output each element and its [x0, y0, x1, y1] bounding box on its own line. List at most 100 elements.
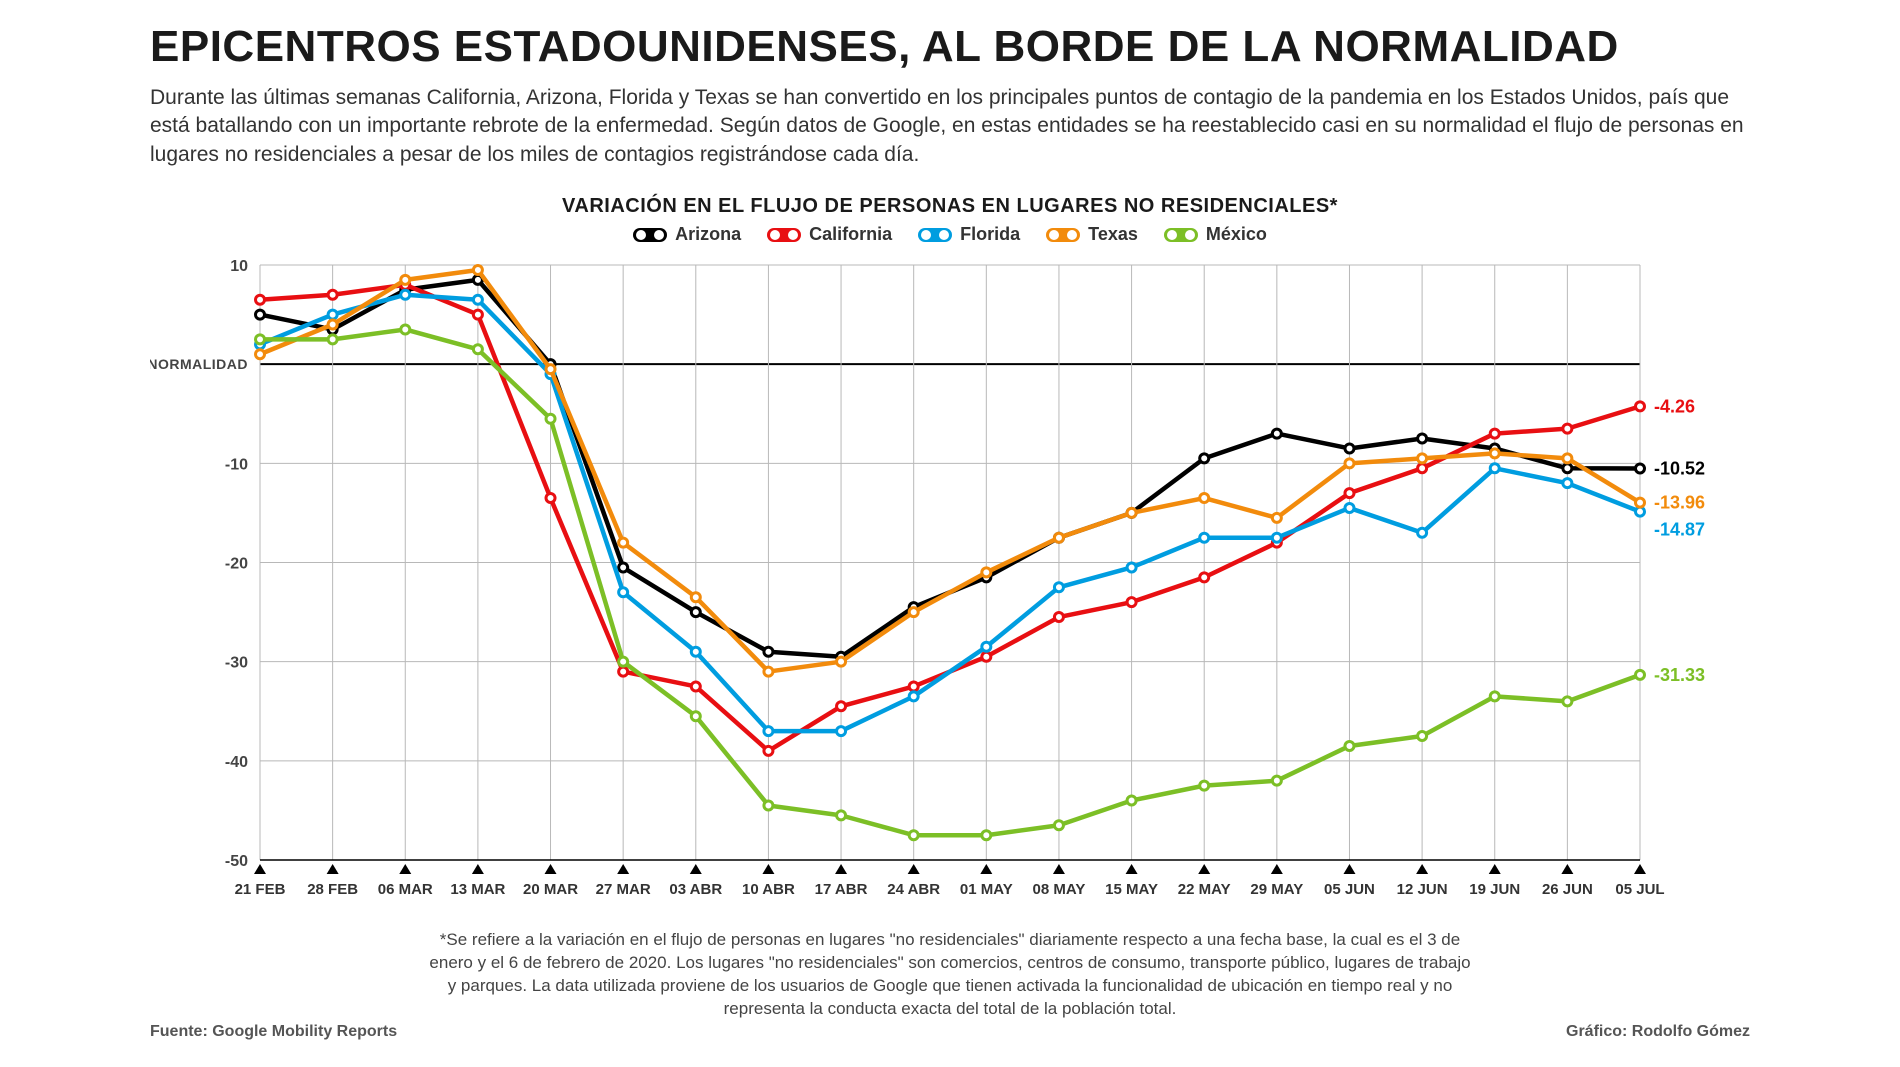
series-marker	[909, 692, 918, 701]
intro-paragraph: Durante las últimas semanas California, …	[150, 84, 1750, 169]
y-tick-label: -30	[225, 655, 248, 672]
legend-label: Arizona	[675, 224, 741, 245]
x-tick-label: 08 MAY	[1033, 881, 1086, 898]
chart-title: VARIACIÓN EN EL FLUJO DE PERSONAS EN LUG…	[150, 195, 1750, 218]
series-marker	[256, 310, 265, 319]
y-tick-label: -50	[225, 853, 248, 870]
series-marker	[256, 335, 265, 344]
series-marker	[691, 593, 700, 602]
series-marker	[1490, 464, 1499, 473]
chart-area: -50-40-30-20-10NORMALIDAD1021 FEB28 FEB0…	[150, 255, 1750, 915]
series-marker	[691, 647, 700, 656]
legend-label: Texas	[1088, 224, 1138, 245]
series-marker	[1272, 776, 1281, 785]
series-marker	[473, 345, 482, 354]
series-marker	[837, 702, 846, 711]
series-marker	[764, 727, 773, 736]
series-marker	[1200, 533, 1209, 542]
series-marker	[1200, 454, 1209, 463]
series-marker	[1563, 454, 1572, 463]
page-title: EPICENTROS ESTADOUNIDENSES, AL BORDE DE …	[150, 22, 1750, 72]
legend-swatch-icon	[918, 228, 952, 242]
x-tick-label: 15 MAY	[1105, 881, 1158, 898]
series-marker	[1127, 508, 1136, 517]
legend-swatch-icon	[1164, 228, 1198, 242]
series-marker	[401, 290, 410, 299]
series-marker	[764, 667, 773, 676]
y-tick-label: -40	[225, 754, 248, 771]
series-marker	[1054, 613, 1063, 622]
x-tick-label: 26 JUN	[1542, 881, 1593, 898]
x-tick-label: 28 FEB	[307, 881, 358, 898]
series-marker	[1490, 692, 1499, 701]
series-marker	[1272, 533, 1281, 542]
x-tick-label: 10 ABR	[742, 881, 795, 898]
series-marker	[1200, 781, 1209, 790]
x-tick-marker-icon	[980, 864, 992, 874]
x-tick-label: 17 ABR	[815, 881, 868, 898]
series-marker	[1490, 449, 1499, 458]
series-marker	[1563, 464, 1572, 473]
series-marker	[1345, 444, 1354, 453]
x-tick-marker-icon	[1126, 864, 1138, 874]
series-marker	[328, 320, 337, 329]
x-tick-marker-icon	[1053, 864, 1065, 874]
credit-label: Gráfico: Rodolfo Gómez	[1566, 1023, 1750, 1041]
legend-item: Florida	[918, 224, 1020, 245]
series-marker	[1200, 494, 1209, 503]
series-marker	[401, 325, 410, 334]
x-tick-label: 03 ABR	[669, 881, 722, 898]
series-marker	[1345, 489, 1354, 498]
series-marker	[1418, 464, 1427, 473]
series-marker	[764, 801, 773, 810]
series-marker	[1272, 513, 1281, 522]
x-tick-marker-icon	[835, 864, 847, 874]
x-tick-marker-icon	[1561, 864, 1573, 874]
x-tick-marker-icon	[908, 864, 920, 874]
series-marker	[1345, 741, 1354, 750]
series-marker	[256, 295, 265, 304]
series-marker	[546, 494, 555, 503]
series-marker	[619, 588, 628, 597]
legend-item: Arizona	[633, 224, 741, 245]
series-marker	[764, 647, 773, 656]
series-marker	[764, 746, 773, 755]
series-marker	[909, 682, 918, 691]
x-tick-label: 05 JUN	[1324, 881, 1375, 898]
series-marker	[1636, 670, 1645, 679]
series-marker	[909, 831, 918, 840]
legend-item: California	[767, 224, 892, 245]
x-tick-marker-icon	[399, 864, 411, 874]
series-marker	[1563, 697, 1572, 706]
y-tick-label: -10	[225, 456, 248, 473]
page: EPICENTROS ESTADOUNIDENSES, AL BORDE DE …	[0, 0, 1900, 1067]
x-tick-marker-icon	[1489, 864, 1501, 874]
x-tick-label: 12 JUN	[1397, 881, 1448, 898]
x-tick-marker-icon	[1634, 864, 1646, 874]
x-tick-marker-icon	[545, 864, 557, 874]
x-tick-marker-icon	[472, 864, 484, 874]
x-tick-marker-icon	[254, 864, 266, 874]
series-marker	[1054, 583, 1063, 592]
x-tick-label: 06 MAR	[378, 881, 433, 898]
series-marker	[1272, 429, 1281, 438]
series-marker	[401, 275, 410, 284]
series-marker	[473, 310, 482, 319]
series-marker	[328, 335, 337, 344]
x-tick-marker-icon	[1416, 864, 1428, 874]
legend-item: México	[1164, 224, 1267, 245]
series-marker	[1054, 821, 1063, 830]
series-marker	[546, 365, 555, 374]
chart-footnote: *Se refiere a la variación en el flujo d…	[425, 929, 1475, 1021]
x-tick-marker-icon	[1343, 864, 1355, 874]
x-tick-marker-icon	[1198, 864, 1210, 874]
series-marker	[1418, 454, 1427, 463]
series-marker	[256, 350, 265, 359]
series-end-label: -31.33	[1654, 665, 1705, 685]
series-marker	[1127, 796, 1136, 805]
series-marker	[328, 310, 337, 319]
y-tick-label: -20	[225, 556, 248, 573]
x-tick-label: 21 FEB	[235, 881, 286, 898]
series-marker	[1200, 573, 1209, 582]
series-marker	[1054, 533, 1063, 542]
